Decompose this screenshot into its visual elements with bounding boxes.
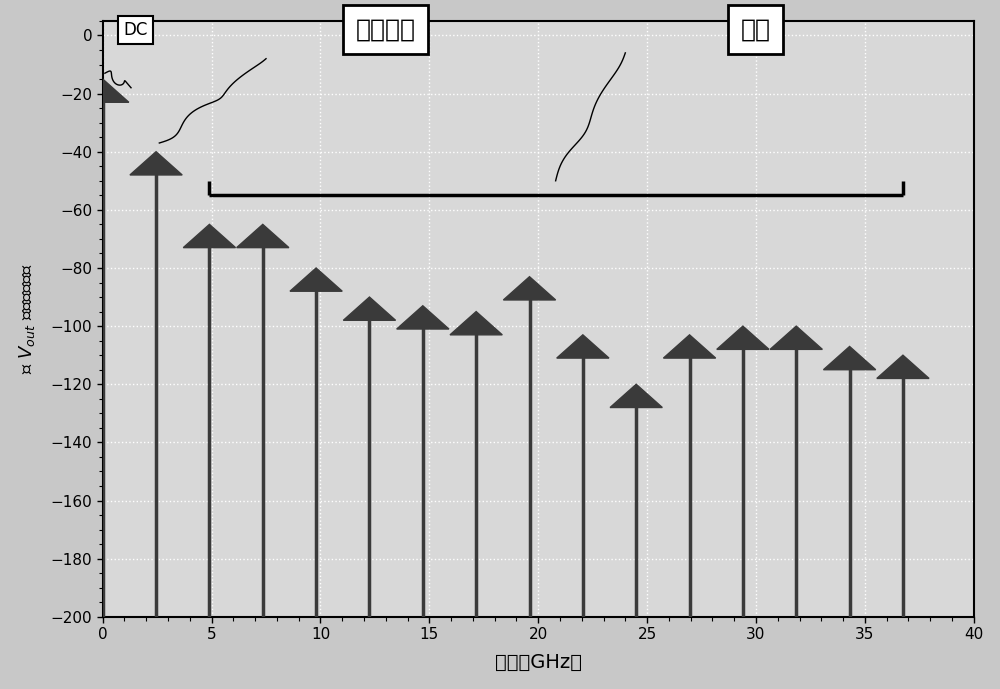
Text: 基波频率: 基波频率 <box>356 18 416 41</box>
Text: DC: DC <box>123 21 148 39</box>
Polygon shape <box>450 311 502 335</box>
Text: 谐波: 谐波 <box>741 18 771 41</box>
Polygon shape <box>183 225 236 247</box>
Polygon shape <box>77 79 129 102</box>
Polygon shape <box>877 356 929 378</box>
Polygon shape <box>663 335 716 358</box>
Polygon shape <box>130 152 182 175</box>
Polygon shape <box>610 384 662 407</box>
Polygon shape <box>397 306 449 329</box>
Polygon shape <box>717 326 769 349</box>
Polygon shape <box>557 335 609 358</box>
Polygon shape <box>770 326 822 349</box>
Polygon shape <box>503 277 556 300</box>
Y-axis label: 在 $V_{out}$ 处的功率频谱: 在 $V_{out}$ 处的功率频谱 <box>17 263 37 374</box>
X-axis label: 频率（GHz）: 频率（GHz） <box>495 653 582 672</box>
Polygon shape <box>237 225 289 247</box>
Polygon shape <box>290 268 342 291</box>
Polygon shape <box>823 347 876 370</box>
Polygon shape <box>343 297 396 320</box>
